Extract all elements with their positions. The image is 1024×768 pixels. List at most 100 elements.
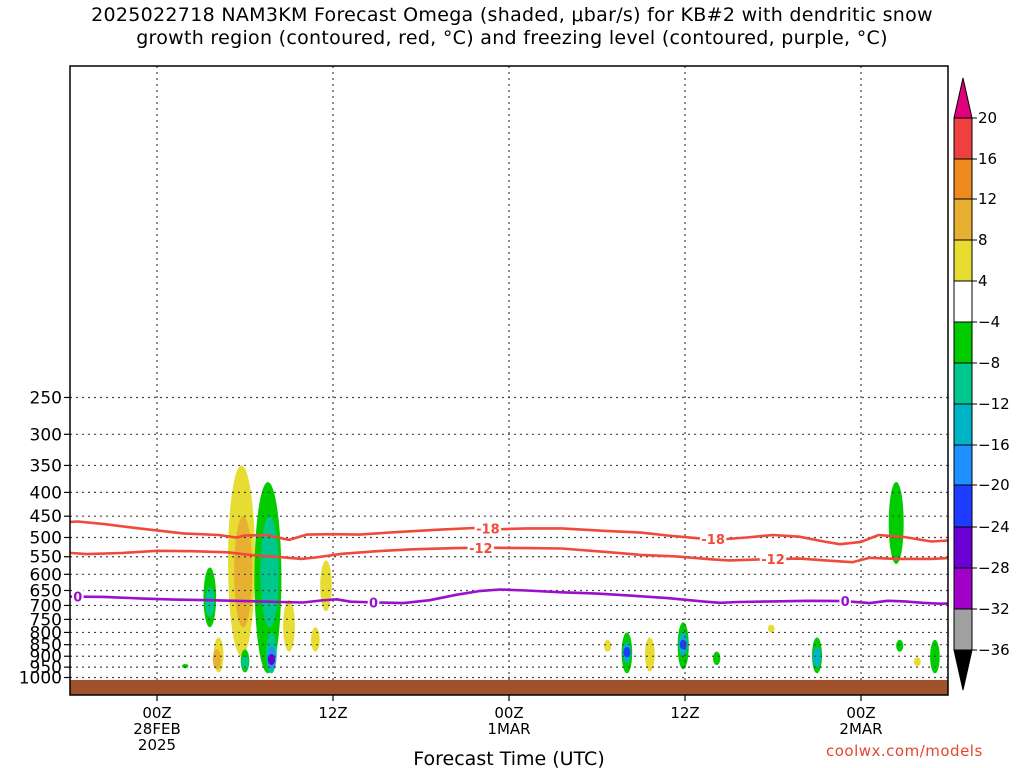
colorbar-label: −12 — [978, 395, 1010, 413]
site-credit: coolwx.com/models — [826, 742, 983, 760]
contour-label: 0 — [369, 596, 378, 611]
contour-label: -18 — [476, 523, 500, 538]
colorbar-bin — [953, 117, 973, 160]
omega-cell — [234, 516, 253, 628]
omega-cell — [623, 647, 631, 658]
colorbar-label: −36 — [978, 641, 1010, 659]
colorbar-bin — [953, 444, 973, 486]
x-tick-label: 1MAR — [487, 720, 530, 738]
y-tick-label: 500 — [30, 528, 62, 548]
colorbar-label: 8 — [978, 231, 988, 249]
x-tick-label: 12Z — [318, 704, 347, 722]
y-tick-label: 350 — [30, 456, 62, 476]
colorbar: 20 16 12 8 4 −4 −8 −12 −16 −20 −24 −28 −32 −36 — [953, 77, 1010, 691]
omega-cell — [182, 664, 189, 669]
omega-cell — [913, 657, 921, 667]
y-tick-label: 650 — [30, 581, 62, 601]
colorbar-bin — [953, 239, 973, 282]
omega-shading — [182, 465, 940, 674]
omega-cell — [320, 560, 332, 612]
colorbar-label: −20 — [978, 476, 1010, 494]
ground-surface — [70, 679, 948, 695]
contour-isotherm: -12 -12-12 — [70, 540, 948, 568]
colorbar-label: −16 — [978, 436, 1010, 454]
colorbar-bin — [953, 198, 973, 241]
x-tick-label: 12Z — [670, 704, 699, 722]
contour-label-bg — [367, 595, 380, 610]
y-tick-label: 550 — [30, 548, 62, 568]
contour-label-bg — [72, 589, 84, 604]
colorbar-label: −28 — [978, 559, 1010, 577]
contour-label-bg — [699, 532, 727, 547]
y-tick-label: 700 — [30, 596, 62, 616]
colorbar-bin — [953, 403, 973, 446]
colorbar-bin — [953, 158, 973, 200]
y-tick-label: 600 — [30, 565, 62, 585]
omega-cell — [888, 482, 904, 564]
y-tick-label: 950 — [30, 658, 62, 678]
contour-label: 0 — [841, 595, 850, 610]
omega-cell — [205, 587, 215, 617]
y-tick-label: 900 — [30, 647, 62, 667]
colorbar-label: 20 — [978, 109, 997, 127]
y-axis: 250 300 350 400 4505005506006507007508008509… — [19, 388, 70, 689]
colorbar-bin — [953, 526, 973, 569]
omega-cell — [812, 647, 822, 668]
colorbar-label: −24 — [978, 518, 1010, 536]
x-tick-label: 2025 — [138, 736, 176, 754]
omega-cell — [311, 627, 320, 652]
contour-line — [70, 520, 948, 546]
colorbar-label: −32 — [978, 600, 1010, 618]
omega-cell — [896, 639, 904, 652]
contour-label-bg — [474, 521, 502, 536]
x-tick-label: 00Z — [846, 704, 875, 722]
omega-cell — [644, 637, 655, 672]
chart-title-line-1: 2025022718 NAM3KM Forecast Omega (shaded… — [91, 4, 933, 26]
x-tick-label: 00Z — [494, 704, 523, 722]
x-tick-label: 2MAR — [839, 720, 882, 738]
omega-cell — [713, 651, 721, 665]
colorbar-label: −8 — [978, 354, 1000, 372]
omega-cell — [604, 639, 612, 652]
colorbar-bin — [953, 321, 973, 364]
y-tick-label: 400 — [30, 483, 62, 503]
contour-freezing-level: 0 0 0 — [70, 588, 948, 611]
y-tick-label: 750 — [30, 610, 62, 630]
omega-cell — [212, 649, 221, 670]
gridlines — [70, 66, 948, 695]
contour-label: 0 — [73, 591, 82, 606]
x-tick-label: 00Z — [142, 704, 171, 722]
contour-line — [70, 546, 948, 564]
omega-cell — [767, 624, 775, 633]
colorbar-bin — [953, 608, 973, 651]
omega-cell — [260, 516, 279, 628]
contour-isotherm: -18 -18-18 — [70, 520, 948, 548]
colorbar-max-arrow — [953, 77, 973, 119]
colorbar-label: 12 — [978, 190, 997, 208]
y-tick-label: 800 — [30, 623, 62, 643]
colorbar-bin — [953, 484, 973, 528]
plot-area: -18 -18-18-12 -12-120 0 0 — [70, 66, 948, 695]
contour-label: -12 — [469, 542, 493, 557]
chart-title: 2025022718 NAM3KM Forecast Omega (shaded… — [0, 4, 1024, 50]
y-tick-label: 1000 — [19, 669, 62, 689]
contour-label: -18 — [701, 533, 725, 548]
y-tick-label: 850 — [30, 636, 62, 656]
y-tick-label: 450 — [30, 507, 62, 527]
colorbar-bin — [953, 567, 973, 610]
y-tick-label: 300 — [30, 425, 62, 445]
omega-cell — [283, 599, 295, 652]
y-tick-label: 250 — [30, 388, 62, 408]
colorbar-label: −4 — [978, 313, 1000, 331]
colorbar-bin — [953, 280, 973, 323]
chart-title-line-2: growth region (contoured, red, °C) and f… — [136, 27, 888, 49]
colorbar-label: 16 — [978, 150, 997, 168]
contour-label-bg — [759, 552, 787, 567]
colorbar-label: 4 — [978, 272, 988, 290]
contour-label-bg — [839, 594, 851, 609]
colorbar-min-arrow — [953, 649, 973, 691]
x-axis-title: Forecast Time (UTC) — [413, 748, 604, 768]
contour-label-bg — [467, 540, 495, 555]
